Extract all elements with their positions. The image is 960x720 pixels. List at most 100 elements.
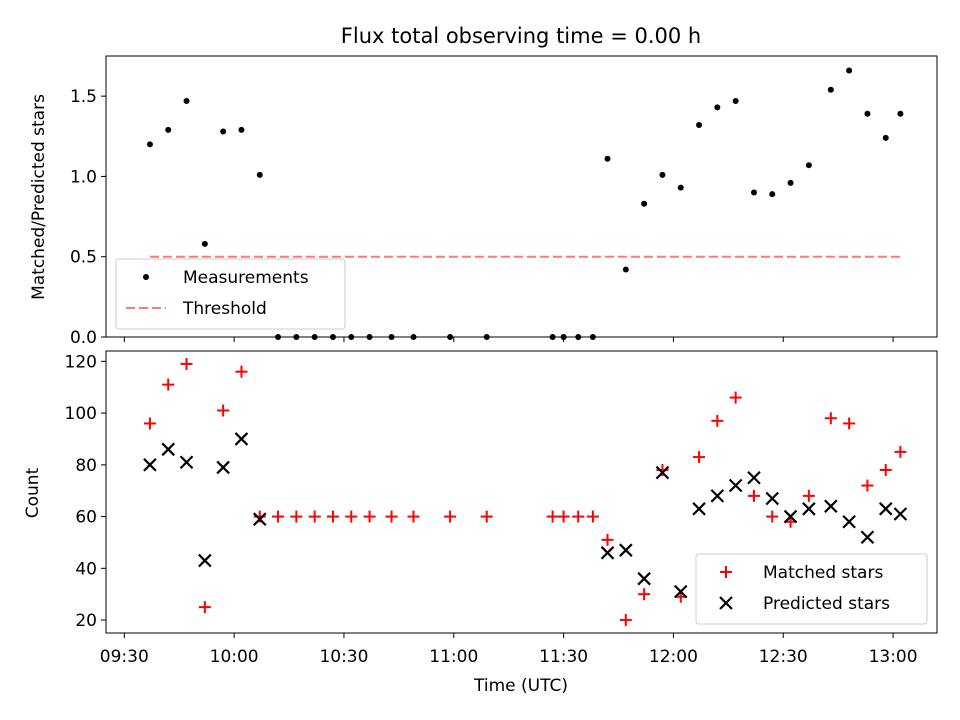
predicted-star-marker bbox=[747, 470, 761, 485]
top-y-tick-label: 0.0 bbox=[70, 328, 97, 348]
x-tick-label: 10:30 bbox=[319, 647, 368, 667]
matched-star-marker bbox=[861, 479, 874, 492]
measurement-point bbox=[677, 184, 684, 191]
predicted-star-marker bbox=[765, 491, 780, 506]
matched-star-marker bbox=[385, 510, 398, 523]
top-y-tick-label: 0.5 bbox=[70, 248, 97, 268]
measurement-point bbox=[769, 191, 776, 198]
predicted-star-marker bbox=[824, 499, 838, 514]
measurement-point bbox=[714, 104, 721, 111]
bottom-legend-box bbox=[695, 553, 928, 625]
measurement-point bbox=[827, 86, 834, 93]
x-tick-label: 13:00 bbox=[869, 647, 918, 667]
bottom-y-axis-label: Count bbox=[23, 467, 43, 518]
predicted-star-marker bbox=[179, 455, 194, 470]
bottom-x-ticks: 09:30 10:00 10:30 11:00 11:30 12:00 12:30 13:00 bbox=[100, 633, 918, 667]
legend-label: Measurements bbox=[183, 268, 309, 288]
measurement-point bbox=[864, 110, 871, 117]
measurement-point bbox=[220, 128, 227, 135]
predicted-star-marker bbox=[710, 489, 725, 503]
predicted-star-marker bbox=[619, 543, 633, 557]
top-y-axis-label: Matched/Predicted stars bbox=[29, 94, 49, 300]
measurement-point bbox=[897, 110, 904, 117]
matched-star-marker bbox=[656, 464, 669, 477]
predicted-star-marker bbox=[783, 509, 798, 524]
matched-star-marker bbox=[444, 510, 457, 523]
predicted-star-marker bbox=[692, 502, 706, 516]
measurement-point bbox=[805, 162, 812, 169]
measurement-point bbox=[238, 126, 245, 133]
matched-star-marker bbox=[162, 378, 175, 391]
x-tick-label: 09:30 bbox=[100, 647, 149, 667]
predicted-star-marker bbox=[143, 458, 157, 472]
matched-star-marker bbox=[180, 357, 193, 370]
matched-star-marker bbox=[638, 588, 651, 601]
predicted-star-marker bbox=[842, 514, 856, 529]
measurement-point bbox=[846, 67, 853, 74]
bottom-y-tick-label: 20 bbox=[75, 611, 97, 631]
predicted-star-marker bbox=[198, 553, 212, 568]
bottom-y-tick-label: 40 bbox=[75, 559, 97, 579]
matched-star-marker bbox=[747, 489, 760, 502]
bottom-plot-area bbox=[143, 357, 908, 627]
predicted-star-marker bbox=[860, 530, 875, 545]
x-tick-label: 11:00 bbox=[429, 647, 478, 667]
bottom-y-tick-label: 80 bbox=[75, 456, 97, 476]
legend-matched-swatch bbox=[720, 566, 732, 578]
top-axes-frame bbox=[105, 55, 938, 338]
matched-star-marker bbox=[345, 510, 358, 523]
measurement-point bbox=[201, 240, 208, 247]
matched-star-marker bbox=[557, 510, 570, 523]
bottom-y-tick-label: 100 bbox=[65, 404, 97, 424]
matched-star-marker bbox=[766, 510, 779, 523]
predicted-star-marker bbox=[234, 432, 249, 446]
matched-star-marker bbox=[272, 510, 285, 523]
matched-star-marker bbox=[198, 601, 211, 614]
predicted-star-marker bbox=[673, 584, 688, 599]
measurement-point bbox=[146, 141, 153, 148]
matched-star-marker bbox=[235, 365, 248, 378]
matched-star-marker bbox=[480, 510, 493, 523]
measurement-point bbox=[882, 134, 889, 141]
top-legend-box bbox=[115, 258, 346, 330]
x-tick-label: 10:00 bbox=[210, 647, 259, 667]
matched-star-marker bbox=[217, 404, 230, 417]
top-y-tick-label: 1.5 bbox=[70, 87, 97, 107]
measurement-point bbox=[256, 171, 263, 178]
predicted-star-marker bbox=[252, 512, 267, 526]
predicted-star-marker bbox=[216, 460, 230, 475]
matched-star-marker bbox=[894, 445, 907, 458]
predicted-star-marker bbox=[728, 478, 743, 493]
measurement-point bbox=[183, 97, 190, 104]
top-x-ticks bbox=[123, 337, 894, 342]
chart-title: Flux total observing time = 0.00 h bbox=[341, 24, 701, 48]
matched-star-marker bbox=[363, 510, 376, 523]
matched-star-marker bbox=[824, 412, 837, 425]
measurement-point bbox=[622, 266, 629, 273]
top-legend: Measurements Threshold bbox=[115, 258, 346, 330]
matched-star-marker bbox=[308, 510, 321, 523]
measurement-point bbox=[641, 200, 648, 207]
measurement-point bbox=[659, 171, 666, 178]
measurement-point bbox=[696, 122, 703, 129]
x-tick-label: 11:30 bbox=[539, 647, 588, 667]
matched-star-marker bbox=[290, 510, 303, 523]
matched-star-marker bbox=[326, 510, 339, 523]
measurement-point bbox=[732, 97, 739, 104]
measurement-point bbox=[787, 179, 794, 186]
legend-label: Threshold bbox=[182, 299, 267, 319]
predicted-star-marker bbox=[802, 502, 816, 516]
legend-measurement-swatch bbox=[143, 274, 149, 280]
legend-label: Matched stars bbox=[763, 563, 883, 583]
bottom-axes-frame bbox=[105, 350, 938, 634]
bottom-y-ticks: 20 40 60 80 100 120 bbox=[65, 352, 106, 631]
matched-star-marker bbox=[546, 510, 559, 523]
matched-star-marker bbox=[802, 489, 815, 502]
bottom-legend: Matched stars Predicted stars bbox=[695, 553, 928, 625]
legend-label: Predicted stars bbox=[763, 594, 890, 614]
legend-predicted-swatch bbox=[719, 596, 733, 610]
bottom-y-tick-label: 120 bbox=[65, 352, 97, 372]
matched-star-marker bbox=[879, 464, 892, 477]
predicted-star-marker bbox=[637, 571, 651, 586]
